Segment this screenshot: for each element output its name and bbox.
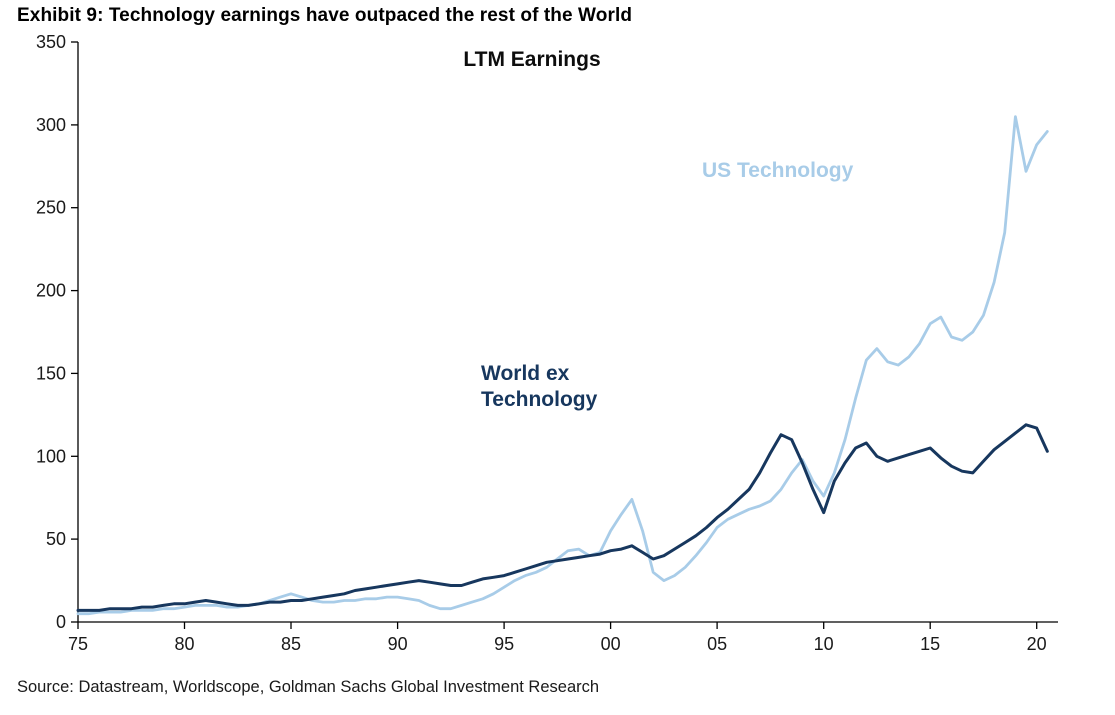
x-tick-label: 15 (920, 634, 940, 654)
y-tick-label: 0 (56, 612, 66, 632)
x-tick-label: 75 (68, 634, 88, 654)
y-tick-label: 200 (36, 281, 66, 301)
exhibit-title: Exhibit 9: Technology earnings have outp… (17, 5, 633, 26)
x-tick-label: 95 (494, 634, 514, 654)
y-tick-label: 300 (36, 115, 66, 135)
source-note: Source: Datastream, Worldscope, Goldman … (17, 678, 600, 696)
x-tick-label: 05 (707, 634, 727, 654)
x-tick-label: 00 (601, 634, 621, 654)
x-tick-label: 10 (814, 634, 834, 654)
x-tick-label: 80 (174, 634, 194, 654)
y-tick-label: 150 (36, 363, 66, 383)
x-tick-label: 90 (388, 634, 408, 654)
y-tick-label: 50 (46, 529, 66, 549)
series-label-us-technology: US Technology (702, 159, 854, 182)
y-tick-label: 250 (36, 198, 66, 218)
x-tick-label: 20 (1027, 634, 1047, 654)
x-tick-label: 85 (281, 634, 301, 654)
axes (77, 42, 1058, 623)
chart-title: LTM Earnings (463, 48, 601, 71)
y-tick-label: 350 (36, 32, 66, 52)
y-tick-label: 100 (36, 446, 66, 466)
series-label-world-ex-technology: World ex Technology (481, 362, 598, 411)
series-line-world-ex-technology (76, 423, 1049, 612)
